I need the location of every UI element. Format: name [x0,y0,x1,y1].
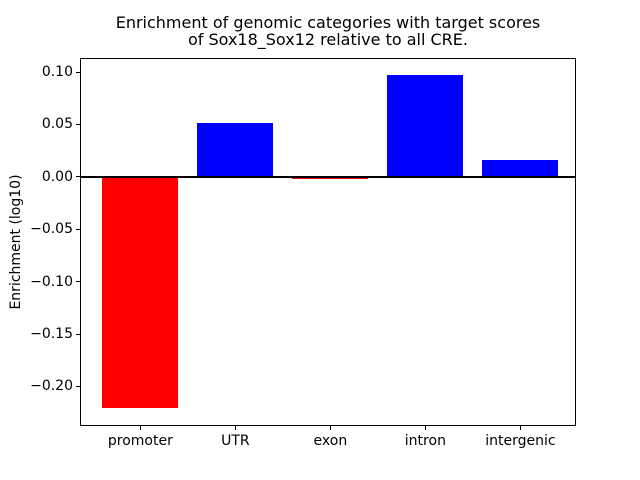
y-tick [76,228,80,230]
x-tick-label-UTR: UTR [221,433,250,449]
x-tick-label-intron: intron [404,433,446,449]
plot-area: 0.10 0.05 0.00 −0.05 −0.10 −0.15 −0.20 promoter… [30,58,576,448]
x-tick-label-promoter: promoter [107,433,173,449]
chart-title-line-2: of Sox18_Sox12 relative to all CRE. [187,30,468,49]
bar-promoter [102,176,179,409]
y-axis-label: Enrichment (log10) [8,174,24,310]
y-tick [76,333,80,335]
x-tick [329,426,331,430]
x-tick-label-exon: exon [313,433,348,449]
y-tick [76,281,80,283]
bar-exon [292,176,369,179]
x-tick-label-intergenic: intergenic [485,433,556,449]
y-tick-label: −0.20 [30,378,73,395]
bar-UTR [197,123,274,177]
bar-intron [387,75,464,177]
y-tick [76,385,80,387]
zero-line [81,175,575,178]
chart-title: Enrichment of genomic categories with ta… [80,14,576,48]
y-tick-label: −0.15 [30,326,73,343]
y-tick-label: 0.05 [41,116,73,133]
y-tick-label: −0.10 [30,273,73,290]
x-tick [424,426,426,430]
x-tick [234,426,236,430]
y-tick [76,71,80,73]
x-tick [519,426,521,430]
y-tick-label: 0.10 [41,64,73,81]
bar-intergenic [482,160,559,177]
y-tick [76,123,80,125]
y-tick [76,176,80,178]
x-tick [139,426,141,430]
chart-title-line-1: Enrichment of genomic categories with ta… [115,13,541,32]
y-tick-label: −0.05 [30,221,73,238]
y-tick-label: 0.00 [41,168,73,185]
